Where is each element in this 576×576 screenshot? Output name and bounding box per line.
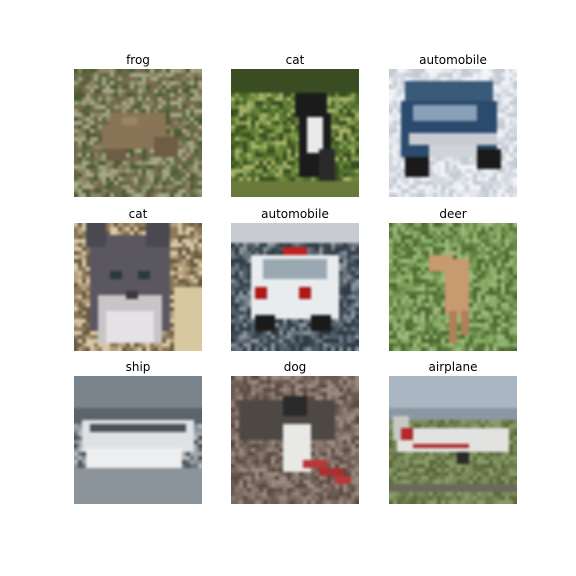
image-title: frog xyxy=(126,53,150,67)
cat-image xyxy=(231,69,359,197)
airplane-image xyxy=(389,376,517,504)
image-title: dog xyxy=(283,360,307,374)
image-title: cat xyxy=(285,53,305,67)
automobile-image xyxy=(231,223,359,351)
deer-image xyxy=(389,223,517,351)
dog-image xyxy=(231,376,359,504)
image-title: ship xyxy=(125,360,151,374)
cat-image xyxy=(74,223,202,351)
automobile-image xyxy=(389,69,517,197)
frog-image xyxy=(74,69,202,197)
image-title: deer xyxy=(439,207,467,221)
image-title: automobile xyxy=(261,207,329,221)
ship-image xyxy=(74,376,202,504)
image-title: airplane xyxy=(428,360,478,374)
image-title: cat xyxy=(128,207,148,221)
image-title: automobile xyxy=(419,53,487,67)
